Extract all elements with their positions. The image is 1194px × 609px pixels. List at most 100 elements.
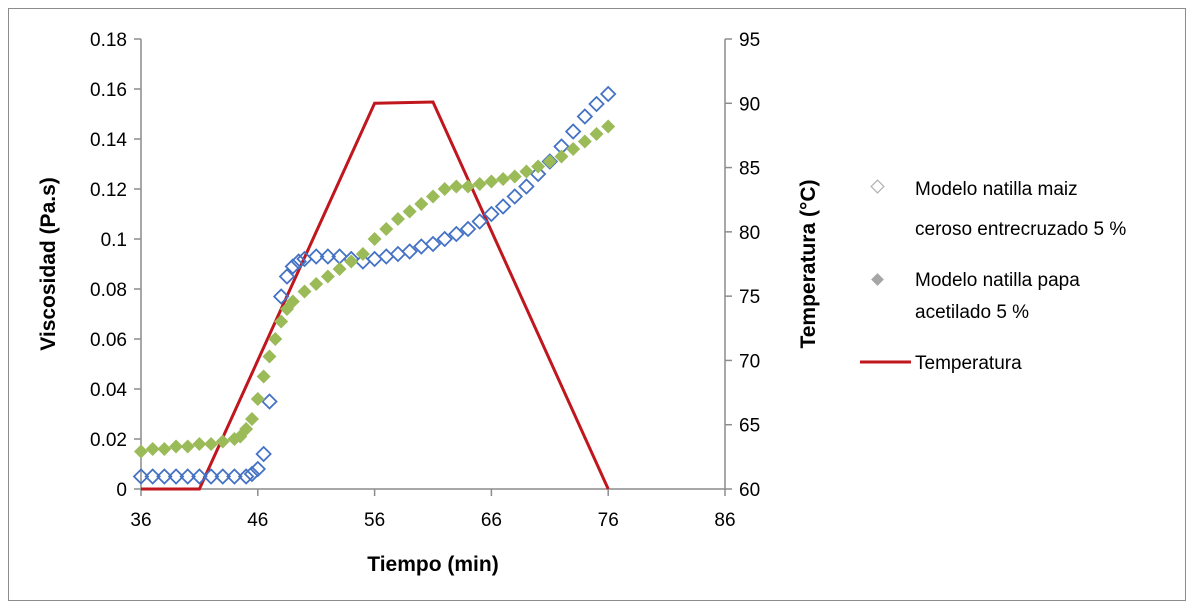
- papa-data-point: [367, 232, 382, 246]
- papa-data-point: [262, 349, 277, 364]
- legend-label-papa-line2: acetilado 5 %: [915, 302, 1029, 323]
- x-tick-label: 86: [714, 510, 735, 531]
- papa-data-point: [484, 174, 499, 189]
- legend-marker-papa: [871, 273, 884, 286]
- maiz-data-point: [576, 108, 594, 125]
- maiz-data-point: [588, 95, 605, 113]
- papa-data-point: [192, 437, 207, 451]
- papa-data-point: [169, 439, 184, 454]
- y-tick-label: 0.16: [90, 80, 127, 101]
- maiz-data-point: [214, 468, 232, 485]
- maiz-data-point: [448, 225, 465, 243]
- legend-item-maiz: Modelo natilla maiz ceroso entrecruzado …: [870, 179, 1126, 240]
- papa-data-point: [472, 177, 487, 191]
- chart-frame: 36 46 56 66 76 86 0 0.02 0.04 0.06 0.08 0.1 0.12 0.1…: [8, 8, 1186, 601]
- maiz-data-point: [290, 253, 307, 270]
- legend-label-maiz-line1: Modelo natilla maiz: [915, 179, 1078, 200]
- maiz-data-point: [249, 460, 267, 478]
- papa-data-point: [204, 437, 219, 451]
- papa-data-point: [531, 159, 546, 174]
- papa-data-point: [244, 412, 259, 426]
- papa-data-point: [256, 369, 271, 384]
- papa-data-point: [402, 204, 417, 219]
- papa-data-point: [355, 247, 370, 261]
- maiz-data-point: [319, 248, 337, 265]
- maiz-data-point: [599, 85, 617, 103]
- maiz-data-point: [156, 468, 173, 485]
- maiz-data-point: [261, 393, 278, 410]
- papa-data-point: [274, 314, 289, 329]
- maiz-series: [132, 85, 617, 485]
- papa-data-point: [426, 189, 440, 204]
- y2-tick-label: 60: [739, 480, 760, 501]
- maiz-data-point: [226, 468, 243, 485]
- legend: Modelo natilla maiz ceroso entrecruzado …: [860, 179, 1126, 374]
- legend-label-maiz-line2: ceroso entrecruzado 5 %: [915, 219, 1126, 240]
- chart-svg: 36 46 56 66 76 86 0 0.02 0.04 0.06 0.08 0.1 0.12 0.1…: [37, 30, 1126, 576]
- papa-data-point: [437, 182, 452, 196]
- maiz-data-point: [389, 245, 407, 263]
- y-tick-label: 0.12: [90, 180, 127, 201]
- x-tick-label: 76: [598, 510, 619, 531]
- x-tick-label: 66: [481, 510, 502, 531]
- maiz-data-point: [255, 445, 272, 463]
- papa-data-point: [309, 277, 324, 291]
- maiz-data-point: [191, 468, 208, 485]
- maiz-data-point: [506, 188, 524, 205]
- papa-data-point: [601, 119, 616, 134]
- maiz-data-point: [378, 248, 395, 265]
- legend-label-papa-line1: Modelo natilla papa: [915, 270, 1080, 291]
- papa-data-point: [180, 439, 195, 454]
- y2-axis-title: Temperatura (°C): [797, 179, 820, 348]
- maiz-data-point: [518, 178, 535, 195]
- papa-data-point: [519, 164, 534, 179]
- papa-data-point: [577, 134, 592, 149]
- papa-data-point: [344, 254, 359, 269]
- legend-item-temperatura: Temperatura: [860, 353, 1022, 374]
- maiz-data-point: [436, 230, 453, 248]
- x-ticks: 36 46 56 66 76 86: [130, 489, 736, 531]
- y-tick-label: 0: [116, 480, 127, 501]
- x-tick-label: 56: [364, 510, 385, 531]
- y-tick-label: 0.06: [90, 330, 127, 351]
- papa-data-point: [134, 444, 148, 459]
- maiz-data-point: [529, 165, 547, 183]
- y2-tick-label: 65: [739, 416, 760, 437]
- papa-data-point: [542, 154, 557, 169]
- legend-marker-maiz: [870, 179, 885, 194]
- maiz-data-point: [483, 205, 500, 223]
- temperature-series: [141, 100, 610, 491]
- plot-area: 36 46 56 66 76 86 0 0.02 0.04 0.06 0.08 0.1 0.12 0.1…: [90, 30, 760, 531]
- maiz-data-point: [284, 258, 302, 275]
- papa-data-point: [215, 434, 230, 449]
- papa-data-point: [285, 294, 300, 309]
- y-ticks: 0 0.02 0.04 0.06 0.08 0.1 0.12 0.14 0.16 0.18: [90, 30, 141, 501]
- papa-data-point: [250, 392, 265, 406]
- maiz-data-point: [401, 243, 418, 260]
- maiz-data-point: [179, 468, 196, 485]
- x-axis-title: Tiempo (min): [367, 553, 498, 576]
- maiz-data-point: [471, 213, 488, 230]
- papa-data-point: [496, 172, 511, 186]
- y2-tick-label: 90: [739, 94, 760, 115]
- papa-data-point: [554, 149, 569, 164]
- maiz-data-point: [132, 468, 150, 485]
- maiz-data-point: [167, 468, 185, 485]
- papa-data-point: [239, 422, 254, 436]
- y-tick-label: 0.08: [90, 280, 127, 301]
- y-tick-label: 0.1: [101, 230, 127, 251]
- y2-tick-label: 80: [739, 223, 760, 244]
- y2-tick-label: 85: [739, 159, 760, 180]
- y2-tick-label: 75: [739, 287, 760, 308]
- papa-data-point: [297, 284, 312, 299]
- maiz-data-point: [272, 288, 290, 305]
- maiz-data-point: [307, 248, 325, 265]
- maiz-data-point: [144, 468, 161, 485]
- maiz-data-point: [494, 198, 512, 215]
- legend-item-papa: Modelo natilla papa acetilado 5 %: [871, 270, 1080, 323]
- y-tick-label: 0.04: [90, 380, 127, 401]
- papa-data-point: [461, 179, 476, 194]
- maiz-data-point: [243, 465, 261, 483]
- papa-data-point: [566, 142, 581, 156]
- maiz-data-point: [278, 268, 296, 285]
